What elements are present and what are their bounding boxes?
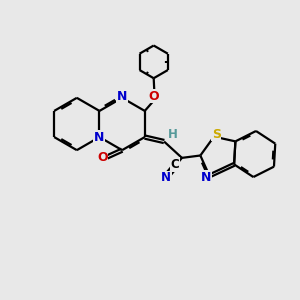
Text: O: O: [148, 90, 159, 103]
Text: N: N: [117, 90, 127, 103]
Text: N: N: [94, 130, 104, 144]
Text: N: N: [201, 171, 212, 184]
Text: O: O: [97, 151, 107, 164]
Text: N: N: [161, 171, 171, 184]
Text: S: S: [212, 128, 221, 141]
Text: C: C: [171, 158, 180, 171]
Text: H: H: [167, 128, 177, 142]
